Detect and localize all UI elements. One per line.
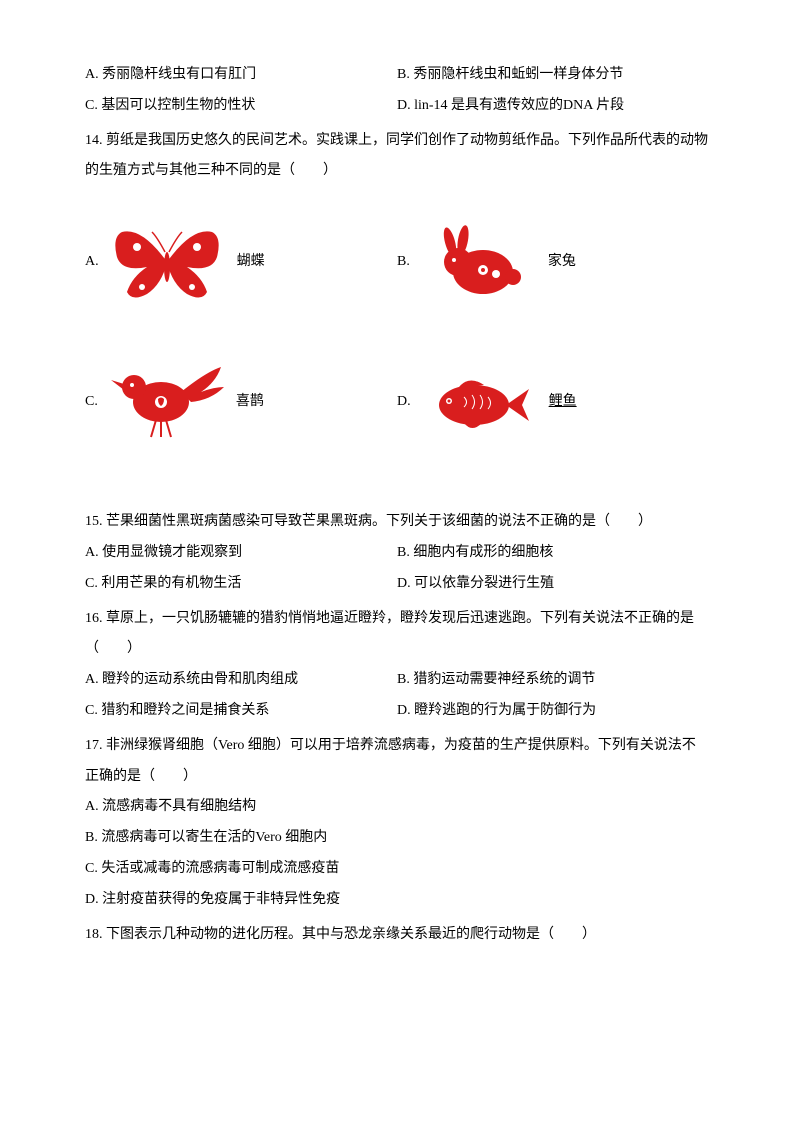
- magpie-icon: [106, 347, 226, 457]
- q14-image-options: A. 蝴蝶 B.: [85, 207, 709, 487]
- q14-option-a-text: 蝴蝶: [237, 247, 265, 278]
- carp-icon: [419, 347, 539, 457]
- q18-stem: 18. 下图表示几种动物的进化历程。其中与恐龙亲缘关系最近的爬行动物是（ ）: [85, 920, 709, 951]
- rabbit-icon: [418, 207, 538, 317]
- q14-option-c-label: C.: [85, 387, 98, 418]
- q15-stem: 15. 芒果细菌性黑斑病菌感染可导致芒果黑斑病。下列关于该细菌的说法不正确的是（…: [85, 507, 709, 538]
- q14-option-b-text: 家兔: [548, 247, 576, 278]
- q16-option-b: B. 猎豹运动需要神经系统的调节: [397, 665, 709, 696]
- q17-stem: 17. 非洲绿猴肾细胞（Vero 细胞）可以用于培养流感病毒，为疫苗的生产提供原…: [85, 731, 709, 793]
- q13-option-a: A. 秀丽隐杆线虫有口有肛门: [85, 60, 397, 91]
- q14-option-a: A. 蝴蝶: [85, 207, 397, 317]
- q16-option-c: C. 猎豹和瞪羚之间是捕食关系: [85, 696, 397, 727]
- q15-options: A. 使用显微镜才能观察到 B. 细胞内有成形的细胞核 C. 利用芒果的有机物生…: [85, 538, 709, 600]
- q16-option-a: A. 瞪羚的运动系统由骨和肌肉组成: [85, 665, 397, 696]
- q14-option-b-label: B.: [397, 247, 410, 278]
- q13-options: A. 秀丽隐杆线虫有口有肛门 B. 秀丽隐杆线虫和蚯蚓一样身体分节 C. 基因可…: [85, 60, 709, 122]
- butterfly-icon: [107, 207, 227, 317]
- q14-option-a-label: A.: [85, 247, 99, 278]
- q14-option-d-label: D.: [397, 387, 411, 418]
- q13-option-d: D. lin-14 是具有遗传效应的DNA 片段: [397, 91, 709, 122]
- q17-option-b: B. 流感病毒可以寄生在活的Vero 细胞内: [85, 823, 709, 854]
- q16-stem: 16. 草原上，一只饥肠辘辘的猎豹悄悄地逼近瞪羚，瞪羚发现后迅速逃跑。下列有关说…: [85, 604, 709, 666]
- q15-option-c: C. 利用芒果的有机物生活: [85, 569, 397, 600]
- q14-option-b: B. 家兔: [397, 207, 709, 317]
- q15-option-a: A. 使用显微镜才能观察到: [85, 538, 397, 569]
- q13-option-c: C. 基因可以控制生物的性状: [85, 91, 397, 122]
- q16-options: A. 瞪羚的运动系统由骨和肌肉组成 B. 猎豹运动需要神经系统的调节 C. 猎豹…: [85, 665, 709, 727]
- q14-stem: 14. 剪纸是我国历史悠久的民间艺术。实践课上，同学们创作了动物剪纸作品。下列作…: [85, 126, 709, 188]
- q15-option-d: D. 可以依靠分裂进行生殖: [397, 569, 709, 600]
- q14-option-d: D. 鲤鱼: [397, 347, 709, 457]
- q17-option-c: C. 失活或减毒的流感病毒可制成流感疫苗: [85, 854, 709, 885]
- q16-option-d: D. 瞪羚逃跑的行为属于防御行为: [397, 696, 709, 727]
- q13-option-b: B. 秀丽隐杆线虫和蚯蚓一样身体分节: [397, 60, 709, 91]
- q14-option-d-text: 鲤鱼: [549, 387, 577, 418]
- q14-option-c-text: 喜鹊: [236, 387, 264, 418]
- q15-option-b: B. 细胞内有成形的细胞核: [397, 538, 709, 569]
- q17-option-d: D. 注射疫苗获得的免疫属于非特异性免疫: [85, 885, 709, 916]
- q17-option-a: A. 流感病毒不具有细胞结构: [85, 792, 709, 823]
- q14-option-c: C. 喜鹊: [85, 347, 397, 457]
